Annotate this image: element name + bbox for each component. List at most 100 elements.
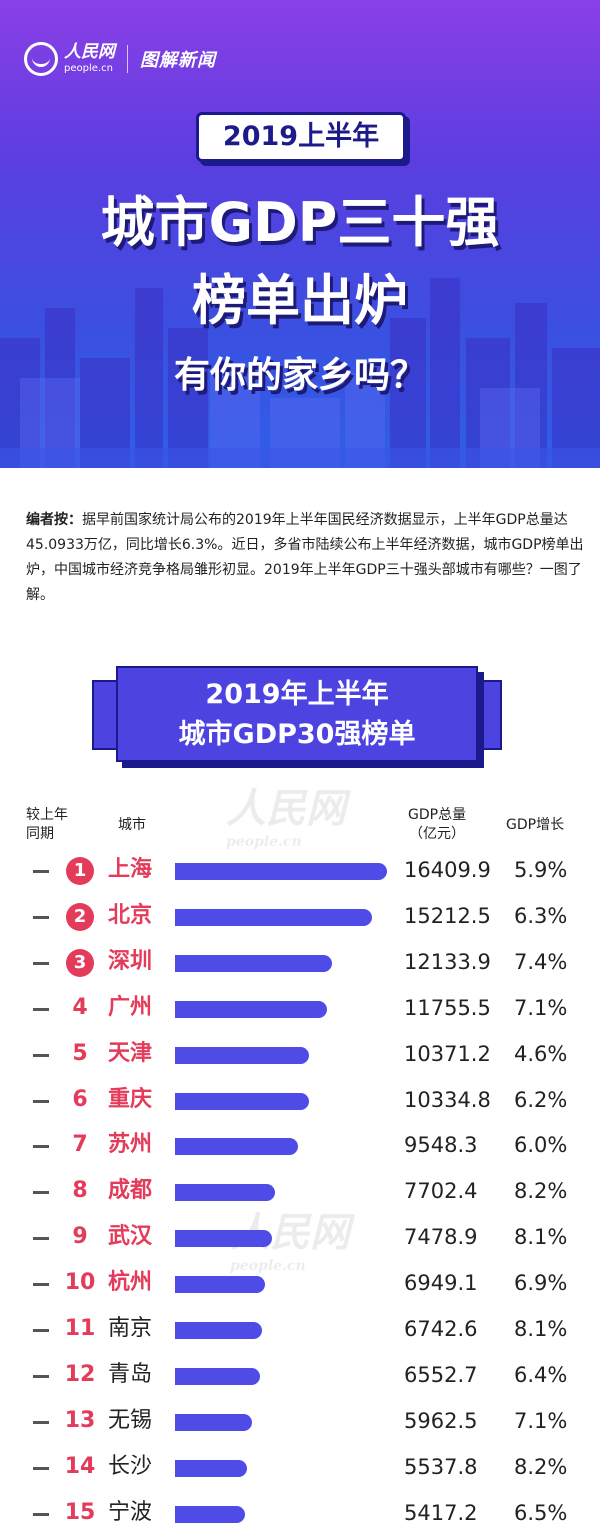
gdp-bar: [175, 1505, 245, 1523]
gdp-bar: [175, 1000, 327, 1018]
table-row: 15 宁波 5417.2 6.5%: [0, 1492, 600, 1538]
rank-label: 2: [66, 902, 94, 931]
city-skyline-illustration: [0, 278, 600, 468]
change-dash-icon: [33, 915, 49, 919]
col-head-gdp-l1: GDP总量: [408, 807, 467, 823]
gdp-bar: [175, 1367, 260, 1385]
gdp-value: 10371.2: [404, 1041, 491, 1066]
growth-value: 6.0%: [514, 1133, 568, 1158]
gdp-value: 16409.9: [404, 858, 491, 882]
logo-en: people.cn: [64, 63, 113, 74]
growth-value: 8.1%: [514, 1225, 568, 1250]
logo-divider: [127, 45, 128, 73]
growth-value: 6.3%: [514, 903, 568, 928]
growth-value: 7.1%: [514, 995, 568, 1020]
growth-value: 6.2%: [514, 1087, 568, 1112]
growth-value: 7.4%: [514, 949, 568, 974]
rank-label: 7: [72, 1132, 88, 1158]
table-row: 8 成都 7702.4 8.2%: [0, 1170, 600, 1216]
rank-label: 5: [72, 1040, 88, 1066]
growth-value: 6.4%: [514, 1362, 568, 1387]
gdp-value: 12133.9: [404, 949, 491, 974]
watermark-logo: 人民网 people.cn: [226, 776, 346, 850]
rank-label: 13: [64, 1407, 96, 1433]
city-name: 无锡: [108, 1407, 153, 1433]
rank-label: 8: [72, 1178, 88, 1204]
gdp-bar: [175, 1230, 272, 1248]
gdp-value: 7702.4: [404, 1179, 478, 1204]
growth-value: 8.2%: [514, 1179, 568, 1204]
gdp-value: 5537.8: [404, 1454, 478, 1479]
gdp-bar: [175, 1138, 298, 1156]
city-name: 青岛: [108, 1361, 153, 1387]
city-name: 长沙: [108, 1453, 153, 1479]
col-head-change-l1: 较上年: [26, 807, 68, 823]
table-row: 3 深圳 12133.9 7.4%: [0, 941, 600, 987]
city-name: 深圳: [108, 948, 153, 974]
editor-note-lead: 编者按：: [26, 512, 82, 528]
city-name: 武汉: [108, 1224, 153, 1250]
ranking-title-board: 2019年上半年 城市GDP30强榜单: [92, 666, 502, 768]
table-row: 14 长沙 5537.8 8.2%: [0, 1446, 600, 1492]
rank-label: 11: [64, 1316, 96, 1341]
gdp-bar: [175, 1184, 275, 1202]
change-dash-icon: [33, 1145, 49, 1149]
change-dash-icon: [33, 1329, 49, 1332]
editor-note-text: 据早前国家统计局公布的2019年上半年国民经济数据显示，上半年GDP总量达45.…: [26, 512, 584, 603]
title-line-3: 有你的家乡吗？: [173, 355, 426, 396]
growth-value: 8.2%: [514, 1454, 568, 1479]
rank-label: 15: [64, 1499, 96, 1525]
change-dash-icon: [33, 1466, 49, 1470]
city-name: 苏州: [108, 1132, 153, 1158]
gdp-value: 11755.5: [404, 995, 491, 1020]
year-label: 2019上半年: [196, 112, 406, 162]
watermark-en-2: people.cn: [230, 1258, 306, 1274]
board-line-1: 2019年上半年: [205, 679, 389, 710]
editor-note: 编者按：据早前国家统计局公布的2019年上半年国民经济数据显示，上半年GDP总量…: [26, 508, 586, 608]
board-face: 2019年上半年 城市GDP30强榜单: [116, 666, 478, 762]
col-head-gdp: GDP总量 （亿元）: [408, 806, 466, 844]
table-row: 9 武汉 7478.9 8.1%: [0, 1216, 600, 1262]
title-line-1: 城市GDP三十强: [100, 191, 500, 254]
city-name: 重庆: [108, 1086, 153, 1112]
watermark-en: people.cn: [226, 834, 302, 850]
gdp-value: 5417.2: [404, 1500, 478, 1525]
growth-value: 8.1%: [514, 1317, 568, 1341]
change-dash-icon: [33, 961, 49, 965]
rank-label: 4: [72, 994, 88, 1020]
rank-label: 10: [64, 1270, 96, 1296]
change-dash-icon: [33, 1374, 49, 1378]
gdp-value: 9548.3: [404, 1133, 478, 1158]
change-dash-icon: [33, 1007, 49, 1011]
rank-label: 6: [72, 1086, 88, 1112]
growth-value: 5.9%: [514, 858, 568, 882]
logo-cn: 人民网: [64, 42, 115, 62]
gdp-bar: [175, 954, 332, 972]
change-dash-icon: [33, 1053, 49, 1057]
change-dash-icon: [33, 1099, 49, 1103]
gdp-value: 5962.5: [404, 1408, 478, 1433]
table-row: 7 苏州 9548.3 6.0%: [0, 1124, 600, 1170]
col-head-city: 城市: [118, 817, 146, 833]
table-row: 12 青岛 6552.7 6.4%: [0, 1354, 600, 1400]
gdp-value: 6742.6: [404, 1317, 478, 1341]
gdp-bar: [175, 1276, 265, 1294]
gdp-bar: [175, 908, 372, 926]
col-head-growth: GDP增长: [506, 817, 565, 833]
change-dash-icon: [33, 1237, 49, 1241]
table-row: 4 广州 11755.5 7.1%: [0, 987, 600, 1033]
change-dash-icon: [33, 1420, 49, 1424]
city-name: 北京: [108, 902, 153, 928]
col-head-gdp-l2: （亿元）: [409, 826, 466, 842]
rank-label: 9: [72, 1224, 88, 1250]
rank-label: 14: [64, 1453, 96, 1479]
rank-label: 12: [64, 1361, 96, 1387]
city-name: 广州: [108, 994, 153, 1020]
header-banner: 人民网 people.cn 图解新闻 2019上半年 城市GDP三十强 榜单出炉…: [0, 0, 600, 468]
gdp-bar: [175, 1413, 252, 1431]
table-row: 2 北京 15212.5 6.3%: [0, 895, 600, 941]
gdp-value: 7478.9: [404, 1225, 478, 1250]
gdp-value: 6949.1: [404, 1271, 478, 1296]
change-dash-icon: [33, 870, 49, 873]
table-row: 5 天津 10371.2 4.6%: [0, 1033, 600, 1079]
